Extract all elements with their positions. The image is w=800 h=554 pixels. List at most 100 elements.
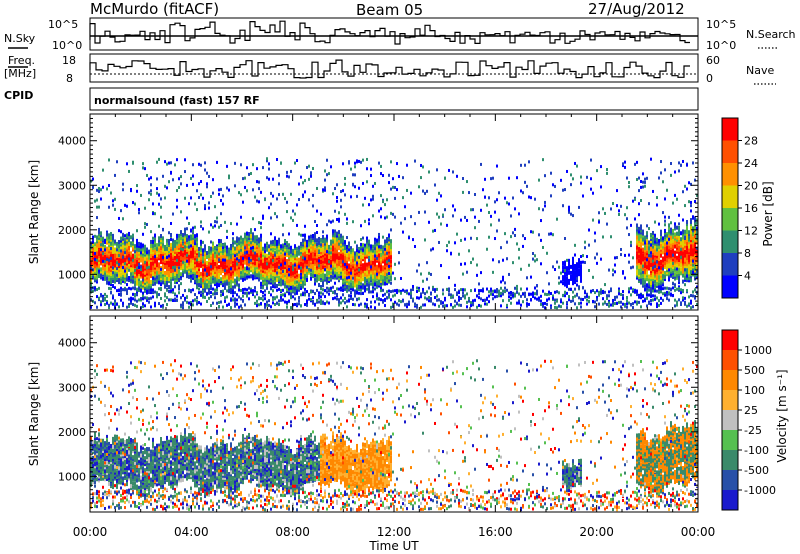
echo-cell (522, 244, 524, 248)
echo-cell (240, 241, 242, 246)
echo-cell (330, 220, 332, 224)
echo-cell (308, 198, 310, 202)
echo-cell (190, 196, 192, 200)
echo-cell (210, 246, 212, 251)
echo-cell (460, 218, 462, 222)
echo-cell (136, 253, 138, 258)
echo-cell (320, 270, 322, 275)
echo-cell (126, 245, 128, 250)
echo-cell (262, 286, 264, 290)
echo-cell (100, 245, 102, 250)
echo-cell (384, 265, 386, 270)
echo-cell (162, 274, 164, 279)
echo-cell (260, 283, 262, 288)
echo-cell (120, 242, 122, 247)
echo-cell (388, 261, 390, 266)
echo-cell (126, 243, 128, 248)
echo-cell (248, 232, 250, 237)
echo-cell (364, 264, 366, 269)
echo-cell (244, 242, 246, 247)
echo-cell (636, 255, 638, 260)
echo-cell (590, 187, 592, 191)
freq-tick-bottom: 8 (66, 72, 73, 85)
echo-cell (118, 268, 120, 273)
echo-cell (388, 239, 390, 244)
echo-cell (452, 305, 454, 309)
echo-cell (238, 283, 240, 288)
echo-cell (478, 219, 480, 223)
echo-cell (364, 276, 366, 281)
echo-cell (90, 279, 92, 284)
echo-cell (242, 245, 244, 250)
echo-cell (158, 248, 160, 253)
echo-cell (296, 223, 298, 227)
echo-cell (580, 266, 582, 271)
echo-cell (606, 302, 608, 306)
echo-cell (412, 284, 414, 288)
echo-cell (346, 283, 348, 288)
echo-cell (156, 177, 158, 181)
echo-cell (448, 240, 450, 244)
echo-cell (394, 293, 396, 297)
echo-cell (304, 245, 306, 250)
echo-cell (120, 256, 122, 261)
echo-cell (490, 289, 492, 293)
echo-cell (164, 260, 166, 265)
echo-cell (488, 235, 490, 239)
echo-cell (126, 239, 128, 244)
echo-cell (176, 239, 178, 244)
echo-cell (270, 260, 272, 265)
echo-cell (228, 174, 230, 178)
echo-cell (136, 289, 138, 294)
echo-cell (130, 263, 132, 268)
echo-cell (220, 271, 222, 276)
echo-cell (100, 261, 102, 266)
echo-cell (338, 287, 340, 291)
echo-cell (142, 291, 144, 296)
echo-cell (386, 253, 388, 258)
echo-cell (316, 288, 318, 292)
echo-cell (312, 301, 314, 305)
echo-cell (258, 221, 260, 225)
echo-cell (534, 292, 536, 296)
echo-cell (348, 294, 350, 298)
echo-cell (108, 303, 110, 307)
echo-cell (324, 261, 326, 266)
echo-cell (210, 272, 212, 277)
echo-cell (456, 291, 458, 295)
echo-cell (486, 287, 488, 291)
echo-cell (380, 252, 382, 257)
echo-cell (200, 257, 202, 262)
echo-cell (354, 281, 356, 286)
echo-cell (142, 305, 144, 309)
echo-cell (116, 160, 118, 164)
echo-cell (564, 262, 566, 267)
echo-cell (386, 198, 388, 202)
echo-cell (122, 278, 124, 283)
echo-cell (194, 242, 196, 246)
echo-cell (140, 248, 142, 253)
echo-cell (186, 234, 188, 239)
echo-cell (336, 255, 338, 260)
echo-cell (196, 239, 198, 244)
echo-cell (390, 271, 392, 276)
echo-cell (140, 242, 142, 247)
echo-cell (340, 233, 342, 238)
echo-cell (270, 287, 272, 291)
echo-cell (144, 296, 146, 300)
echo-cell (410, 295, 412, 299)
echo-cell (362, 243, 364, 248)
echo-cell (102, 294, 104, 298)
echo-cell (226, 235, 228, 239)
echo-cell (128, 169, 130, 173)
echo-cell (138, 267, 140, 272)
echo-cell (208, 272, 210, 277)
echo-cell (158, 274, 160, 279)
echo-cell (174, 297, 176, 301)
echo-cell (262, 294, 264, 298)
echo-cell (128, 257, 130, 261)
echo-cell (248, 275, 250, 279)
echo-cell (252, 291, 254, 295)
echo-cell (190, 254, 192, 259)
echo-cell (544, 204, 546, 208)
